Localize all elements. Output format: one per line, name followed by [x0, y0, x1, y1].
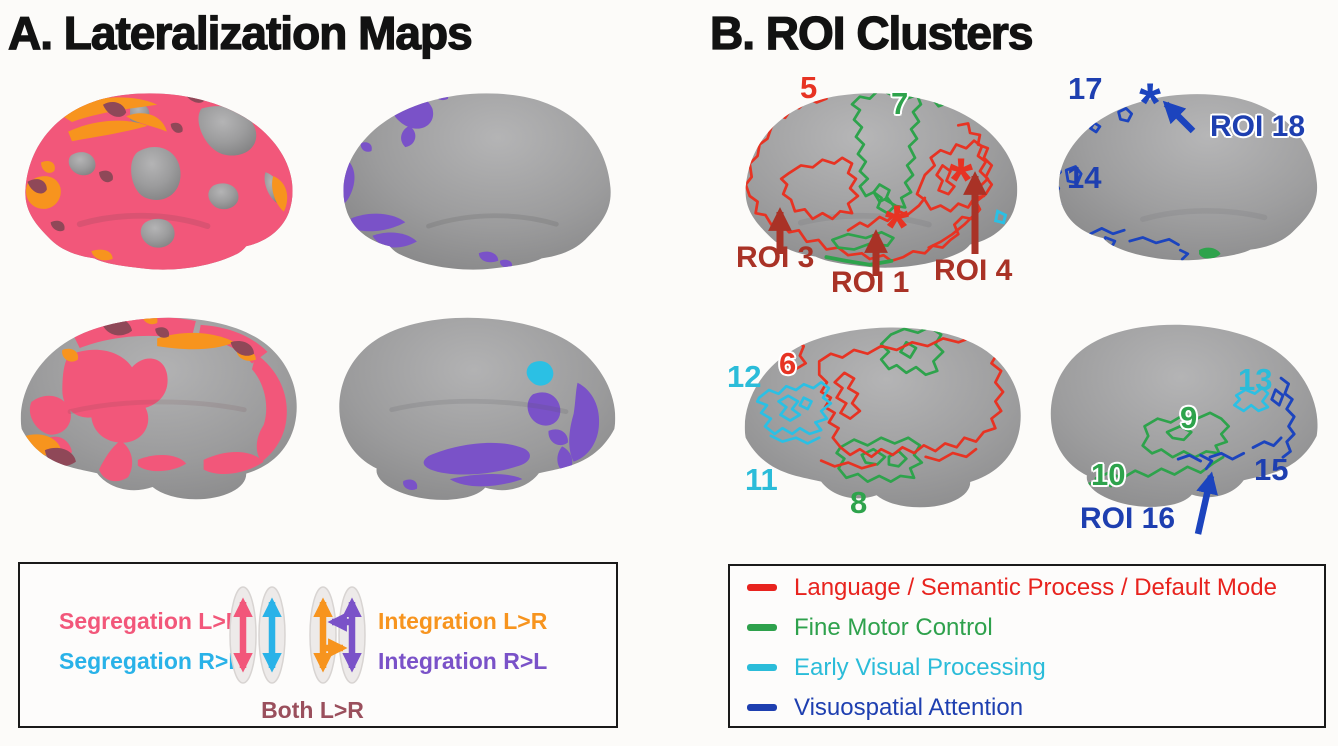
cluster-label-13: 13: [1238, 362, 1273, 397]
cluster-label-12: 12: [727, 359, 762, 394]
legend-row-visual: Early Visual Processing: [747, 654, 1307, 688]
roi-18-asterisk: *: [1139, 71, 1161, 135]
cluster-label-15: 15: [1254, 452, 1289, 487]
roi-16-label: ROI 16: [1080, 502, 1176, 535]
legend-row-motor: Fine Motor Control: [747, 614, 1307, 648]
cluster-label-11: 11: [745, 462, 778, 497]
visual-color-dash: [747, 664, 777, 671]
roi-1-label: ROI 1: [831, 266, 910, 299]
cluster-label-10: 10: [1091, 457, 1126, 492]
legend-segregation-lr: Segregation L>R: [59, 608, 243, 634]
motor-color-dash: [747, 624, 777, 631]
cluster-label-5: 5: [800, 70, 818, 105]
lateralization-legend: Segregation L>R Segregation R>L Integrat…: [18, 562, 618, 728]
legend-row-attention: Visuospatial Attention: [747, 694, 1307, 728]
legend-segregation-rl: Segregation R>L: [59, 648, 243, 674]
legend-label-visual: Early Visual Processing: [794, 654, 1046, 681]
cluster-label-14: 14: [1067, 160, 1102, 195]
roi-1-asterisk: *: [884, 193, 910, 263]
legend-integration-lr: Integration L>R: [378, 608, 548, 634]
brain-b-left-medial: [744, 327, 1021, 508]
brain-a-right-medial: [339, 317, 616, 506]
brain-a-right-lateral: [343, 93, 611, 270]
roi-18-label: ROI 18: [1210, 110, 1306, 143]
legend-label-language: Language / Semantic Process / Default Mo…: [794, 574, 1277, 601]
roi-4-label: ROI 4: [934, 254, 1013, 287]
attention-color-dash: [747, 704, 777, 711]
panel-b-title: B. ROI Clusters: [709, 6, 1034, 59]
hemisphere-arrows-glyph: [229, 586, 366, 684]
brain-b-right-medial: [1050, 324, 1318, 513]
brain-a-left-medial: [20, 317, 297, 500]
axial-brain-beans: [229, 586, 366, 684]
roi-category-legend: Language / Semantic Process / Default Mo…: [728, 564, 1326, 728]
cluster-label-8: 8: [850, 485, 868, 520]
cluster-label-9: 9: [1180, 400, 1198, 435]
legend-row-language: Language / Semantic Process / Default Mo…: [747, 574, 1307, 608]
roi-4-asterisk: *: [948, 146, 974, 216]
cluster-label-17: 17: [1068, 71, 1103, 106]
language-color-dash: [747, 584, 777, 591]
legend-label-attention: Visuospatial Attention: [794, 694, 1024, 721]
panel-a-title: A. Lateralization Maps: [7, 6, 473, 59]
brain-a-left-lateral: [25, 93, 293, 270]
cluster-label-7: 7: [891, 86, 909, 121]
legend-label-motor: Fine Motor Control: [794, 614, 993, 641]
legend-integration-rl: Integration R>L: [378, 648, 548, 674]
roi-3-label: ROI 3: [736, 241, 815, 274]
cluster-label-6: 6: [779, 346, 797, 381]
legend-both-lr: Both L>R: [261, 697, 364, 723]
